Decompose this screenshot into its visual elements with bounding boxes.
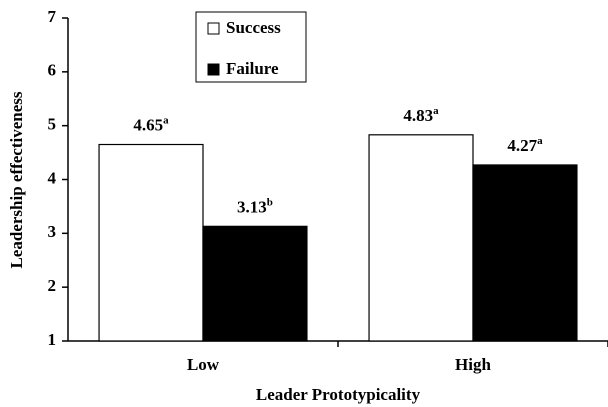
data-label: 4.65a (133, 114, 169, 134)
bar (98, 143, 204, 342)
legend-label: Failure (226, 59, 279, 78)
y-tick-label: 2 (48, 276, 57, 295)
data-label-value: 4.27 (507, 136, 537, 155)
bar (368, 134, 474, 342)
x-tick-label: Low (187, 355, 220, 374)
data-label: 4.27a (507, 134, 543, 154)
data-label-superscript: a (163, 114, 169, 126)
x-tick-label: High (455, 355, 491, 374)
y-tick-label: 5 (48, 115, 57, 134)
bar (472, 164, 578, 342)
y-tick-label: 1 (48, 330, 57, 349)
data-label-superscript: a (433, 104, 439, 116)
legend-swatch (207, 22, 220, 35)
y-tick-label: 4 (48, 168, 57, 187)
y-tick-label: 7 (48, 7, 57, 26)
data-label-superscript: a (537, 134, 543, 146)
data-label-value: 4.83 (403, 106, 433, 125)
bar (202, 225, 308, 342)
x-axis-label: Leader Prototypicality (256, 385, 421, 404)
y-tick-label: 3 (48, 222, 57, 241)
data-label-value: 3.13 (237, 197, 267, 216)
data-label: 3.13b (237, 196, 273, 216)
legend-swatch (207, 63, 220, 76)
y-axis-label: Leadership effectiveness (7, 91, 26, 268)
data-label-superscript: b (267, 196, 273, 208)
legend-label: Success (226, 18, 281, 37)
y-tick-label: 6 (48, 61, 57, 80)
data-label-value: 4.65 (133, 115, 163, 134)
data-label: 4.83a (403, 104, 439, 124)
